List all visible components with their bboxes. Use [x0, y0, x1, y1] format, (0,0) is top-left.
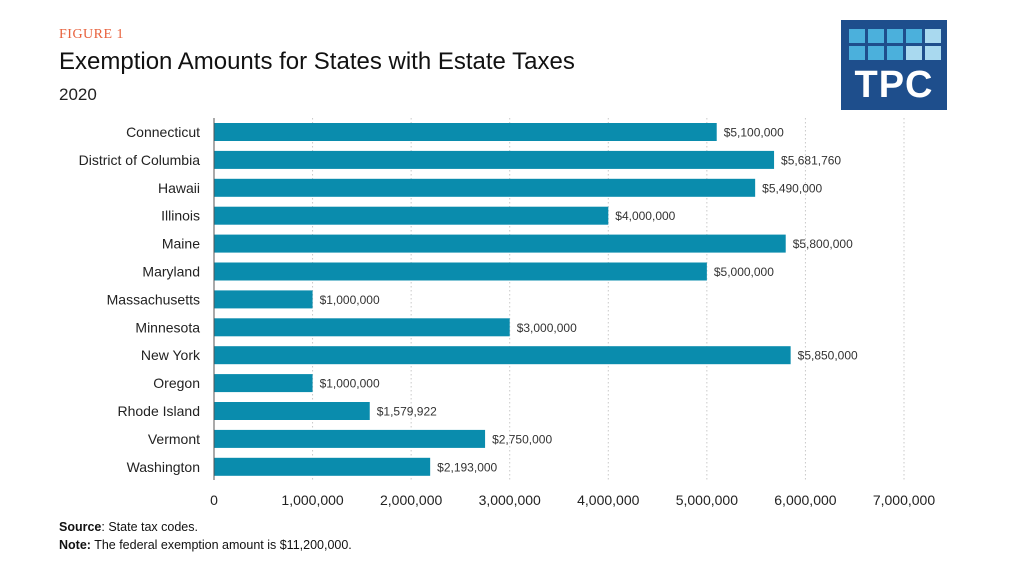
category-label-9: Oregon — [153, 375, 200, 391]
x-tick-label-4: 4,000,000 — [577, 492, 639, 508]
bar-10 — [214, 402, 370, 420]
bar-4 — [214, 234, 786, 253]
category-label-6: Massachusetts — [107, 291, 200, 307]
category-label-10: Rhode Island — [117, 403, 200, 419]
value-label-8: $5,850,000 — [798, 349, 858, 363]
figure-label: FIGURE 1 — [59, 27, 125, 42]
bar-7 — [214, 318, 510, 337]
tpc-logo: TPC — [841, 20, 947, 110]
category-label-1: District of Columbia — [79, 152, 201, 168]
bar-2 — [214, 178, 756, 197]
value-label-9: $1,000,000 — [320, 377, 380, 391]
chart-subtitle: 2020 — [59, 85, 97, 104]
source-label: Source — [59, 520, 102, 534]
x-tick-label-3: 3,000,000 — [479, 492, 541, 508]
value-label-1: $5,681,760 — [781, 153, 841, 167]
bar-12 — [214, 457, 431, 476]
x-tick-label-5: 5,000,000 — [676, 492, 738, 508]
category-label-4: Maine — [162, 236, 200, 252]
bar-1 — [214, 150, 775, 169]
bar-11 — [214, 429, 486, 448]
logo-grid-icon — [849, 29, 941, 60]
category-label-2: Hawaii — [158, 180, 200, 196]
x-tick-label-0: 0 — [210, 492, 218, 508]
category-label-8: New York — [141, 347, 201, 363]
value-label-12: $2,193,000 — [437, 460, 497, 474]
logo-text: TPC — [854, 64, 934, 106]
value-label-3: $4,000,000 — [615, 209, 675, 223]
federal-note: Note: The federal exemption amount is $1… — [59, 536, 352, 554]
category-label-3: Illinois — [161, 208, 200, 224]
source-text: : State tax codes. — [101, 520, 198, 534]
value-label-5: $5,000,000 — [714, 265, 774, 279]
category-label-5: Maryland — [142, 264, 200, 280]
bar-6 — [214, 290, 313, 309]
x-tick-label-6: 6,000,000 — [774, 492, 836, 508]
value-label-7: $3,000,000 — [517, 321, 577, 335]
value-label-6: $1,000,000 — [320, 293, 380, 307]
category-label-11: Vermont — [148, 431, 200, 447]
value-label-4: $5,800,000 — [793, 237, 853, 251]
footnotes: Source: State tax codes. Note: The feder… — [59, 518, 352, 554]
x-tick-label-7: 7,000,000 — [873, 492, 935, 508]
bar-3 — [214, 206, 609, 225]
note-text: The federal exemption amount is $11,200,… — [90, 538, 352, 552]
bar-8 — [214, 346, 791, 365]
value-label-2: $5,490,000 — [762, 181, 822, 195]
category-label-7: Minnesota — [135, 319, 200, 335]
chart-title: Exemption Amounts for States with Estate… — [59, 48, 575, 75]
category-label-12: Washington — [127, 459, 200, 475]
bar-0 — [214, 123, 717, 141]
category-label-0: Connecticut — [126, 124, 200, 140]
bar-5 — [214, 262, 707, 281]
value-label-10: $1,579,922 — [377, 405, 437, 419]
bar-9 — [214, 374, 313, 393]
value-label-0: $5,100,000 — [724, 126, 784, 140]
source-note: Source: State tax codes. — [59, 518, 352, 536]
note-label: Note: — [59, 538, 91, 552]
x-tick-label-2: 2,000,000 — [380, 492, 442, 508]
value-label-11: $2,750,000 — [492, 432, 552, 446]
x-tick-label-1: 1,000,000 — [281, 492, 343, 508]
